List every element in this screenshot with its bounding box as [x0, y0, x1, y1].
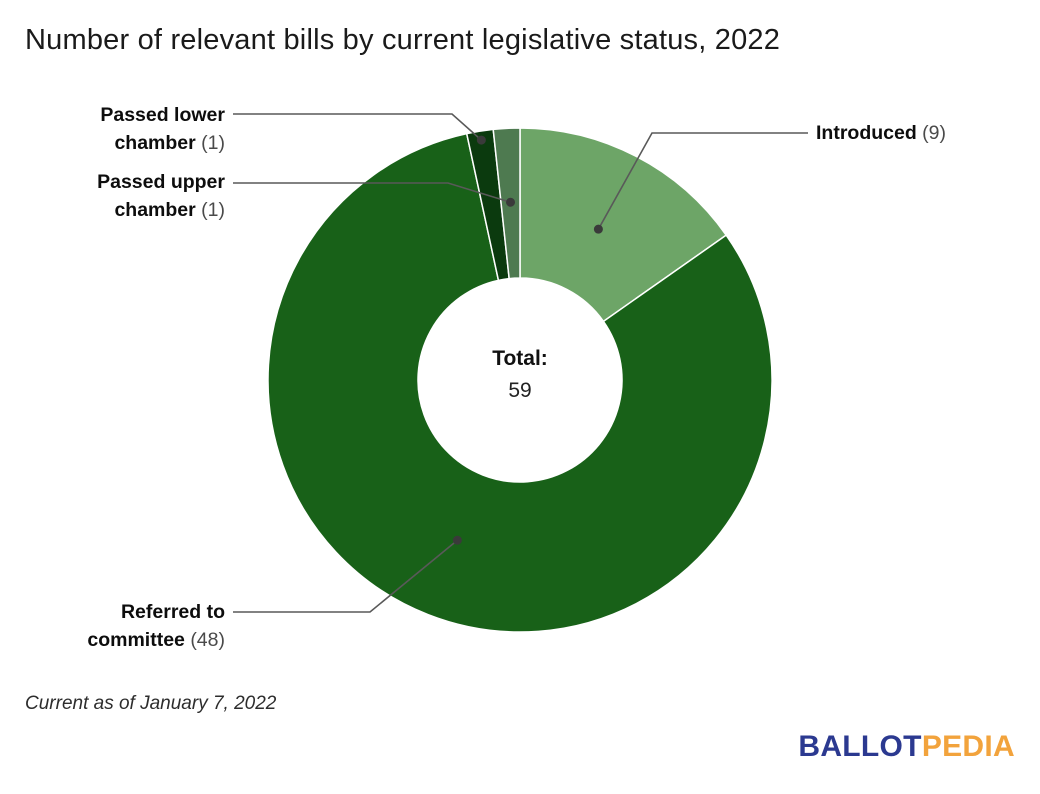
- callout-introduced: Introduced (9): [816, 119, 1031, 147]
- callout-passed-lower-chamber: Passed lower chamber (1): [70, 101, 225, 157]
- callout-passed-upper-label: Passed upper chamber: [97, 171, 225, 221]
- callout-passed-upper-count: (1): [201, 199, 225, 221]
- logo-pedia: PEDIA: [921, 730, 1015, 763]
- callout-referred-label: Referred to committee: [87, 601, 225, 651]
- callout-passed-lower-count: (1): [201, 132, 225, 154]
- leader-line: [233, 113, 482, 141]
- callout-introduced-count: (9): [922, 122, 947, 144]
- callout-passed-upper-chamber: Passed upper chamber (1): [70, 168, 225, 224]
- leader-dot: [593, 224, 603, 234]
- leader-dot: [476, 135, 486, 145]
- callout-introduced-label: Introduced: [816, 122, 917, 144]
- leader-dot: [506, 197, 516, 207]
- footnote: Current as of January 7, 2022: [25, 693, 277, 714]
- total-label: Total:: [492, 347, 548, 370]
- leader-line: [233, 182, 511, 204]
- chart-title: Number of relevant bills by current legi…: [25, 24, 781, 56]
- callout-referred-count: (48): [190, 629, 225, 651]
- leader-line: [233, 539, 458, 613]
- leader-line: [597, 132, 808, 230]
- slice-introduced: [519, 127, 727, 323]
- leader-dot: [452, 535, 462, 545]
- total-value: 59: [508, 379, 532, 402]
- slice-referred-to-committee: [267, 132, 773, 633]
- callout-passed-lower-label: Passed lower chamber: [100, 104, 225, 154]
- callout-referred-to-committee: Referred to committee (48): [70, 598, 225, 654]
- ballotpedia-logo: BALLOTPEDIA: [798, 730, 1015, 764]
- logo-ballot: BALLOT: [798, 730, 922, 763]
- donut-center-label: Total: 59: [420, 347, 620, 403]
